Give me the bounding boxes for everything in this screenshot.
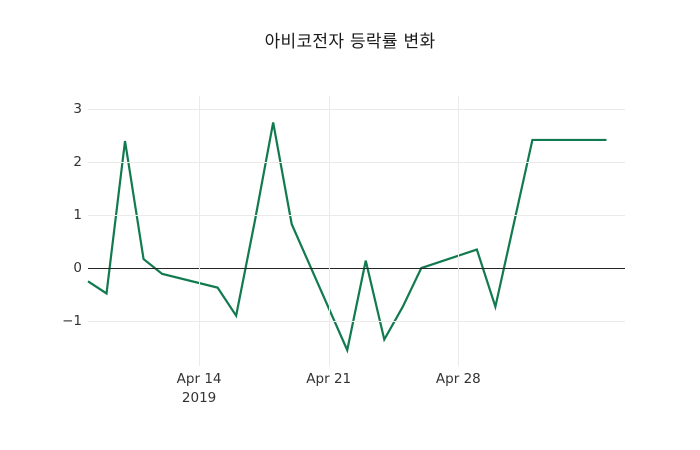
gridline-horizontal (88, 321, 625, 322)
y-axis-tick-label: 3 (73, 101, 82, 118)
plot-area (87, 96, 625, 366)
y-axis-tick-labels: −1 0 1 2 3 (36, 96, 82, 366)
y-axis-tick-label: 0 (73, 260, 82, 277)
gridline-vertical (328, 96, 330, 366)
x-axis-tick-label: Apr 14 2019 (176, 371, 222, 406)
chart-title: 아비코전자 등락률 변화 (264, 32, 436, 52)
x-axis-tick-labels: Apr 14 2019 Apr 21 Apr 28 (88, 370, 625, 430)
gridline-vertical (199, 96, 201, 366)
line-series-svg (87, 122, 607, 354)
y-axis-tick-label: 2 (73, 154, 82, 171)
x-axis-tick-label: Apr 21 (306, 371, 352, 387)
gridline-horizontal (88, 162, 625, 164)
y-axis-tick-label: −1 (62, 313, 82, 329)
x-axis-tick-label: Apr 28 (435, 371, 481, 387)
gridline-vertical (458, 96, 460, 366)
zero-baseline (88, 268, 625, 270)
gridline-horizontal (88, 109, 625, 111)
y-axis-tick-label: 1 (73, 207, 82, 224)
x-axis-tick-sublabel: 2019 (181, 390, 217, 406)
line-series-path (87, 122, 607, 354)
gridline-horizontal (88, 215, 625, 217)
